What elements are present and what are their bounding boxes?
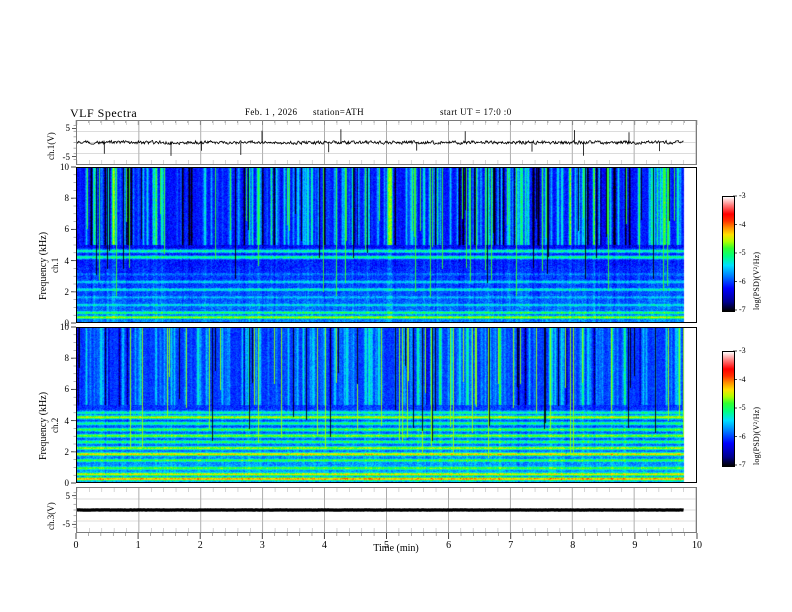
colorbar-ch1-tick-2: -5 [739, 248, 746, 257]
ch1_spec-ytick-1: 2 [64, 286, 70, 297]
ch3_wave-ytick-0: 5 [65, 490, 71, 501]
ch2_spec-ytick-5: 10 [60, 322, 69, 332]
ch2_spec-ytick-0: 0 [64, 478, 70, 488]
ch1-waveform-panel [76, 120, 697, 165]
ch1-spectrogram-image [77, 168, 696, 322]
page-title: VLF Spectra [70, 106, 138, 120]
colorbar-ch2-title: log(PSD)(V²/Hz) [752, 406, 761, 465]
colorbar-ch1-tick-3: -6 [739, 276, 746, 286]
x-tick-3: 3 [259, 540, 265, 551]
colorbar-ch1-tick-4: -7 [739, 305, 746, 314]
colorbar-ch1-gradient [723, 197, 734, 311]
ch3-waveform-plot [77, 488, 696, 532]
figure-header: VLF Spectra Feb. 1 , 2026 station=ATH st… [0, 107, 792, 121]
x-tick-0: 0 [73, 540, 79, 551]
ch1-spectrogram-panel [76, 167, 697, 323]
header-date: Feb. 1 , 2026 [245, 107, 298, 117]
x-axis-title: Time (min) [373, 543, 419, 554]
ch1_wave-ytick-1: -5 [62, 151, 71, 162]
colorbar-ch2-tick-4: -7 [739, 460, 746, 469]
ch2-spectrogram-image [77, 328, 696, 482]
ch1-waveform-plot [77, 121, 696, 164]
ch1_spec-ytick-2: 4 [64, 255, 70, 266]
x-tick-1: 1 [135, 540, 141, 551]
ch3-waveform-panel [76, 487, 697, 533]
colorbar-ch2-tick-0: -3 [739, 346, 746, 355]
colorbar-ch2-tick-1: -4 [739, 374, 746, 384]
x-tick-9: 9 [632, 540, 638, 551]
ch3_wave-ytick-1: -5 [62, 519, 71, 530]
colorbar-ch2 [722, 351, 735, 467]
ch1_wave-ytick-0: 5 [65, 123, 71, 134]
ch1_spec-ytick-4: 8 [64, 193, 70, 204]
header-start-ut: start UT = 17:0 :0 [440, 107, 512, 117]
colorbar-ch1-tick-1: -4 [739, 219, 746, 229]
colorbar-ch2-gradient [723, 352, 734, 466]
header-station: station=ATH [313, 107, 364, 117]
x-tick-5: 5 [384, 540, 389, 551]
x-tick-2: 2 [197, 540, 203, 551]
x-tick-7: 7 [508, 540, 514, 551]
x-tick-4: 4 [321, 540, 327, 551]
ch2_spec-ytick-1: 2 [64, 446, 70, 457]
ch1_spec-ytick-0: 0 [64, 318, 70, 328]
ch2-spectrogram-panel [76, 327, 697, 483]
colorbar-ch1 [722, 196, 735, 312]
ch1_spec-ytick-5: 10 [60, 162, 69, 172]
ch2_spec-ytick-2: 4 [64, 415, 70, 426]
x-tick-8: 8 [570, 540, 576, 551]
colorbar-ch1-title: log(PSD)(V²/Hz) [752, 251, 761, 310]
ch2_spec-ytick-4: 8 [64, 353, 70, 364]
ch1_spec-ytick-3: 6 [64, 224, 70, 235]
colorbar-ch2-tick-3: -6 [739, 431, 746, 441]
x-tick-10: 10 [692, 540, 702, 551]
colorbar-ch2-tick-2: -5 [739, 403, 746, 412]
colorbar-ch1-tick-0: -3 [739, 191, 746, 200]
x-tick-6: 6 [446, 540, 452, 551]
ch2_spec-ytick-3: 6 [64, 384, 70, 395]
